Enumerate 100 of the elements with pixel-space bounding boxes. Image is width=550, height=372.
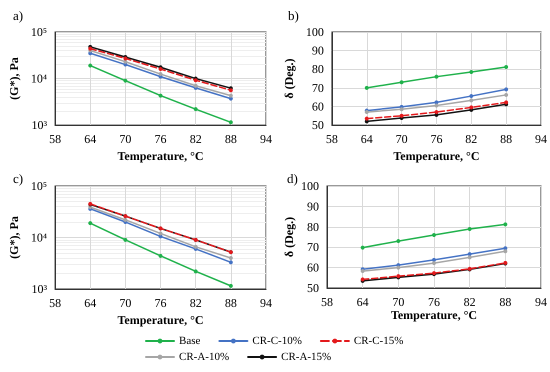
point <box>123 218 128 222</box>
x-tick-label: 88 <box>224 132 237 146</box>
x-tick-label: 94 <box>260 296 272 310</box>
point <box>88 64 92 68</box>
point <box>123 238 128 242</box>
legend-label: CR-A-15% <box>281 351 332 363</box>
x-tick-label: 76 <box>430 132 442 146</box>
point <box>396 239 400 244</box>
chart-title: a) <box>13 8 24 23</box>
x-tick-label: 76 <box>428 295 440 309</box>
x-tick-label: 94 <box>260 132 272 146</box>
y-axis-title: (G*), Pa <box>7 216 21 259</box>
x-tick-label: 64 <box>356 295 369 309</box>
x-tick-label: 70 <box>396 132 408 146</box>
legend-label: CR-C-10% <box>252 335 302 347</box>
y-tick-label: 90 <box>312 44 324 58</box>
point <box>469 98 474 102</box>
y-tick-label: 10⁵ <box>30 25 48 39</box>
y-tick-label: 60 <box>312 99 324 114</box>
x-tick-label: 64 <box>84 296 96 310</box>
point <box>228 260 233 264</box>
point <box>434 104 438 108</box>
x-axis-title: Temperature, °C <box>117 149 204 163</box>
point <box>194 107 198 112</box>
point <box>228 94 233 98</box>
point <box>432 232 436 237</box>
point <box>504 92 508 97</box>
y-tick-label: 10⁴ <box>30 230 48 244</box>
legend-label: CR-A-10% <box>179 351 230 363</box>
point <box>432 258 436 262</box>
y-axis-title: δ (Deg.) <box>282 58 296 99</box>
point <box>228 256 233 260</box>
y-tick-label: 10³ <box>31 282 48 296</box>
point <box>504 87 508 92</box>
x-tick-label: 64 <box>84 132 96 146</box>
legend-label: CR-C-15% <box>354 335 404 347</box>
x-tick-label: 58 <box>321 295 333 309</box>
y-axis-title: (G*), Pa <box>7 57 21 100</box>
point <box>400 80 404 84</box>
y-tick-label: 10⁵ <box>30 179 48 193</box>
x-tick-label: 70 <box>392 295 404 309</box>
x-tick-label: 70 <box>119 296 132 310</box>
x-tick-label: 58 <box>49 296 62 310</box>
y-tick-label: 10⁴ <box>30 72 48 86</box>
point <box>364 116 369 121</box>
x-tick-label: 76 <box>154 132 167 146</box>
y-tick-label: 10³ <box>31 118 48 132</box>
point <box>158 72 163 76</box>
y-tick-label: 80 <box>312 62 324 76</box>
point <box>400 114 404 118</box>
x-tick-label: 58 <box>326 132 338 146</box>
y-tick-label: 100 <box>306 25 324 39</box>
chart-title: d) <box>287 171 298 186</box>
x-tick-label: 82 <box>190 296 202 310</box>
point <box>360 246 365 250</box>
x-tick-label: 64 <box>360 132 373 146</box>
x-axis-title: Temperature, °C <box>393 149 480 163</box>
x-tick-label: 88 <box>224 296 237 310</box>
x-tick-label: 82 <box>190 132 202 146</box>
point <box>364 86 369 90</box>
x-axis-title: Temperature, °C <box>117 312 204 327</box>
point <box>503 249 508 254</box>
chart-title: c) <box>13 171 24 186</box>
point <box>158 94 163 98</box>
point <box>434 74 438 79</box>
point <box>469 94 474 98</box>
point <box>468 255 472 260</box>
point <box>434 110 438 114</box>
x-tick-label: 70 <box>119 132 132 146</box>
point <box>158 254 163 258</box>
x-tick-label: 58 <box>49 132 62 146</box>
y-tick-label: 60 <box>307 260 319 275</box>
y-tick-label: 50 <box>312 118 324 132</box>
x-tick-label: 94 <box>535 132 547 146</box>
y-tick-label: 90 <box>307 199 319 214</box>
point <box>432 261 436 266</box>
x-tick-label: 88 <box>500 132 512 146</box>
x-axis-title: Temperature, °C <box>390 308 478 322</box>
point <box>228 120 233 124</box>
point <box>123 78 128 83</box>
legend-label: Base <box>179 335 200 347</box>
point <box>88 221 92 226</box>
y-tick-label: 80 <box>307 220 319 234</box>
chart-title: b) <box>288 8 299 23</box>
x-tick-label: 94 <box>535 295 547 309</box>
point <box>158 231 163 236</box>
point <box>228 284 233 288</box>
x-tick-label: 82 <box>465 132 478 146</box>
point <box>469 70 474 74</box>
x-tick-label: 82 <box>464 295 476 309</box>
y-tick-label: 70 <box>307 240 319 254</box>
y-axis-title: δ (Deg.) <box>282 216 296 258</box>
point <box>468 227 472 232</box>
y-tick-label: 50 <box>307 281 319 295</box>
point <box>400 107 404 112</box>
point <box>194 269 198 274</box>
x-tick-label: 88 <box>499 295 512 309</box>
y-tick-label: 70 <box>312 80 324 95</box>
y-tick-label: 100 <box>301 179 319 193</box>
point <box>469 105 474 110</box>
